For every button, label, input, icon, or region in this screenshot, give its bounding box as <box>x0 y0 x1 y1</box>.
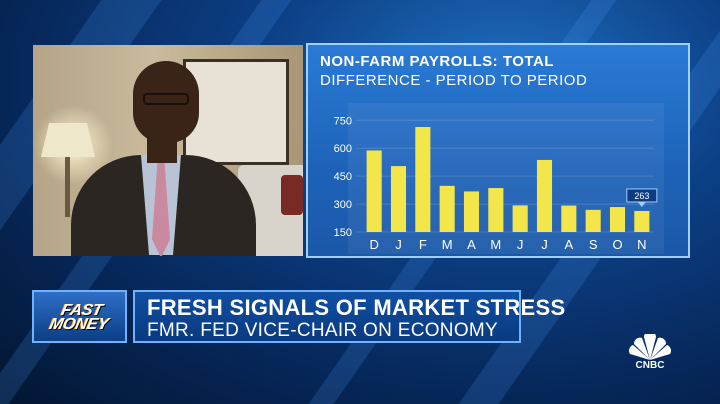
x-tick-label: M <box>490 237 501 252</box>
x-tick-label: M <box>442 237 453 252</box>
value-callout-label: 263 <box>634 191 649 201</box>
y-tick-label: 300 <box>334 199 352 211</box>
lamp <box>41 123 95 157</box>
bar-a-8 <box>561 205 577 232</box>
bar-j-6 <box>512 205 528 232</box>
x-tick-label: N <box>637 237 646 252</box>
bar-f-2 <box>415 127 431 232</box>
bar-j-1 <box>390 166 407 232</box>
bar-j-7 <box>536 159 553 232</box>
x-tick-label: F <box>419 237 427 252</box>
bar-a-4 <box>463 191 480 232</box>
y-tick-label: 600 <box>334 143 352 155</box>
chart-panel: NON-FARM PAYROLLS: TOTAL DIFFERENCE - PE… <box>306 43 690 258</box>
x-tick-label: J <box>517 237 524 252</box>
peacock-icon <box>628 331 672 360</box>
bar-m-5 <box>488 188 504 232</box>
x-tick-label: S <box>589 237 598 252</box>
guest-video-feed <box>33 45 303 256</box>
headline-box: FRESH SIGNALS OF MARKET STRESS FMR. FED … <box>133 290 565 343</box>
y-tick-label: 150 <box>334 227 352 239</box>
x-tick-label: A <box>467 237 476 252</box>
lower-third: FAST MONEY FRESH SIGNALS OF MARKET STRES… <box>0 287 720 347</box>
x-tick-label: O <box>612 237 622 252</box>
x-tick-label: D <box>369 237 378 252</box>
bar-d-0 <box>366 150 382 232</box>
headline: FRESH SIGNALS OF MARKET STRESS <box>147 295 566 320</box>
y-tick-label: 450 <box>334 171 352 183</box>
bar-n-11 <box>634 210 650 232</box>
x-tick-label: J <box>395 237 402 252</box>
chart-title-block: NON-FARM PAYROLLS: TOTAL DIFFERENCE - PE… <box>320 52 680 90</box>
value-callout-arrow <box>637 201 646 207</box>
chart-subtitle: DIFFERENCE - PERIOD TO PERIOD <box>320 72 588 89</box>
chart-title: NON-FARM PAYROLLS: TOTAL <box>320 53 554 70</box>
x-tick-label: J <box>541 237 548 252</box>
bar-o-10 <box>609 207 626 232</box>
show-logo: FAST MONEY <box>32 290 127 343</box>
network-label: CNBC <box>635 360 665 371</box>
bar-s-9 <box>585 209 601 232</box>
y-tick-label: 750 <box>334 115 352 127</box>
subheadline: FMR. FED VICE-CHAIR ON ECONOMY <box>147 320 499 341</box>
x-tick-label: A <box>564 237 573 252</box>
show-logo-line2: MONEY <box>47 316 111 333</box>
network-logo: CNBC <box>625 331 675 374</box>
bar-m-3 <box>439 185 455 232</box>
